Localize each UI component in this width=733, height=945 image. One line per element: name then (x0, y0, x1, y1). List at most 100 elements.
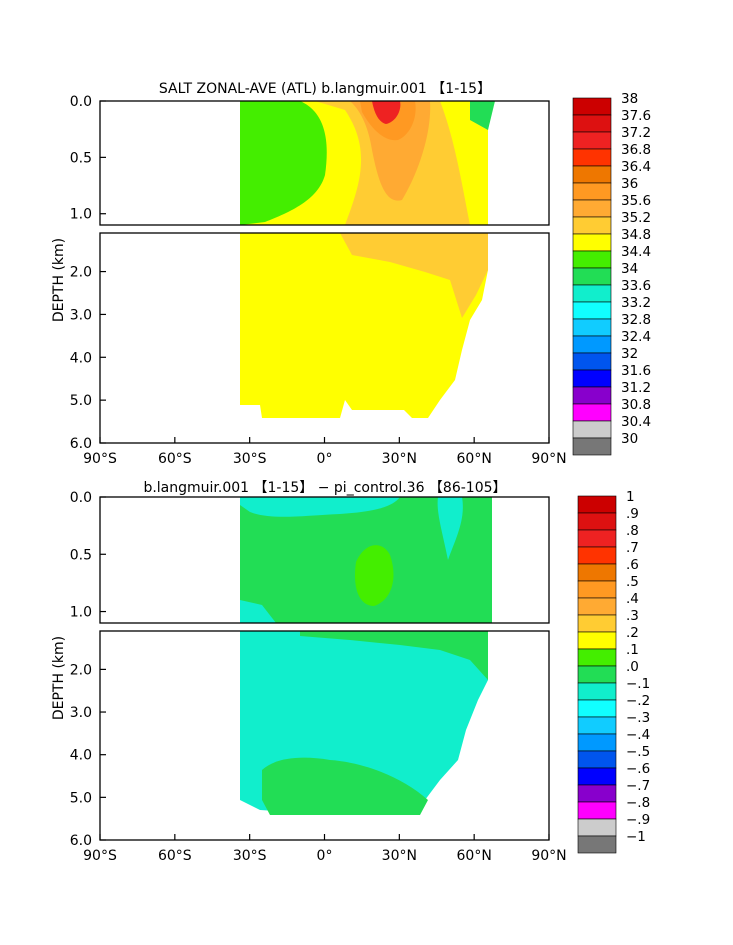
colorbar-label: 31.6 (621, 363, 651, 379)
colorbar-swatch (577, 563, 617, 582)
colorbar: 1.9.8.7.6.5.4.3.2.1.0−.1−.2−.3−.4−.5−.6−… (577, 489, 650, 854)
green-lower-region (262, 757, 428, 815)
x-axis: 90°S 60°S 30°S 0° 30°N 60°N 90°N (83, 834, 567, 864)
colorbar-label: 32 (621, 346, 638, 362)
colorbar-swatch (577, 682, 617, 701)
colorbar-swatch (577, 767, 617, 786)
x-tick-label: 90°S (83, 451, 117, 467)
colorbar-label: 32.4 (621, 329, 651, 345)
colorbar-swatch (572, 148, 612, 167)
colorbar-swatch (572, 165, 612, 184)
colorbar-label: .7 (626, 540, 639, 556)
colorbar-label: 30.4 (621, 414, 651, 430)
y-tick-label: 6.0 (70, 436, 92, 452)
colorbar-label: .8 (626, 523, 639, 539)
colorbar-swatch (572, 352, 612, 371)
colorbar-label: 33.6 (621, 278, 651, 294)
red-region (372, 101, 401, 124)
field-lower (240, 233, 488, 418)
x-tick-label: 60°S (158, 848, 192, 864)
yellow-region (240, 233, 488, 418)
y-tick-label: 4.0 (70, 748, 92, 764)
colorbar-swatch (572, 233, 612, 252)
colorbar-swatch (572, 199, 612, 218)
y-tick-label: 3.0 (70, 307, 92, 323)
x-tick-label: 30°N (382, 848, 417, 864)
cyan-top-region (240, 497, 400, 517)
x-axis: 90°S 60°S 30°S 0° 30°N 60°N 90°N (83, 437, 567, 467)
colorbar-label: −.3 (626, 710, 650, 726)
colorbar-swatch (577, 665, 617, 684)
y-tick-label: 6.0 (70, 833, 92, 849)
chart-title: SALT ZONAL-AVE (ATL) b.langmuir.001 【1-1… (159, 81, 491, 97)
y-tick-label: 0.0 (70, 94, 92, 110)
colorbar-swatch (572, 386, 612, 405)
colorbar-swatch (572, 114, 612, 133)
y-tick-label: 1.0 (70, 207, 92, 223)
colorbar-swatch (572, 97, 612, 116)
colorbar-swatch (572, 182, 612, 201)
colorbar-label: 35.2 (621, 210, 651, 226)
green-edge (470, 101, 495, 130)
colorbar-swatch (577, 495, 617, 514)
y-axis: 0.0 0.5 1.0 2.0 3.0 4.0 5.0 6.0 (70, 94, 106, 452)
colorbar-label: 32.8 (621, 312, 651, 328)
colorbar-label: 37.2 (621, 125, 651, 141)
x-tick-label: 90°N (531, 848, 566, 864)
colorbar-label: .1 (626, 642, 639, 658)
colorbar-label: .6 (626, 557, 639, 573)
colorbar-swatch (572, 301, 612, 320)
colorbar-label: 36 (621, 176, 638, 192)
colorbar-swatch (577, 597, 617, 616)
colorbar-label: .9 (626, 506, 639, 522)
x-tick-label: 30°S (233, 848, 267, 864)
colorbar-swatch (572, 437, 612, 456)
colorbar-label: .5 (626, 574, 639, 590)
colorbar-swatch (577, 699, 617, 718)
colorbar-swatch (572, 369, 612, 388)
colorbar-swatch (577, 631, 617, 650)
colorbar-label: −.8 (626, 795, 650, 811)
colorbar-label: −.4 (626, 727, 650, 743)
salinity-difference-chart: b.langmuir.001 【1-15】 − pi_control.36 【8… (51, 480, 650, 864)
colorbar-swatch (572, 267, 612, 286)
colorbar-swatch (572, 216, 612, 235)
field-upper (240, 101, 495, 225)
x-tick-label: 90°S (83, 848, 117, 864)
cyan-bottom-left (240, 600, 276, 623)
field-upper (240, 497, 492, 623)
colorbar-label: 30.8 (621, 397, 651, 413)
colorbar-swatch (577, 750, 617, 769)
y-tick-label: 3.0 (70, 705, 92, 721)
colorbar-swatch (572, 420, 612, 439)
x-tick-label: 0° (317, 848, 333, 864)
colorbar-label: −.6 (626, 761, 650, 777)
cyan-right-region (437, 497, 463, 560)
y-axis-label: DEPTH (km) (51, 238, 67, 322)
x-tick-label: 30°S (233, 451, 267, 467)
green-region (240, 101, 327, 225)
colorbar-label: 31.2 (621, 380, 651, 396)
salinity-chart: SALT ZONAL-AVE (ATL) b.langmuir.001 【1-1… (51, 81, 651, 467)
green-upper-edge (300, 631, 488, 680)
colorbar-swatch (577, 716, 617, 735)
colorbar-label: .4 (626, 591, 639, 607)
colorbar-label: 36.8 (621, 142, 651, 158)
x-tick-label: 90°N (531, 451, 566, 467)
upper-panel-frame (99, 496, 550, 624)
y-tick-label: 0.5 (70, 547, 92, 563)
colorbar: 3837.637.236.836.43635.635.234.834.43433… (572, 91, 651, 456)
colorbar-swatch (577, 835, 617, 854)
colorbar-label: −.5 (626, 744, 650, 760)
colorbar-label: 34.4 (621, 244, 651, 260)
colorbar-label: 38 (621, 91, 638, 107)
colorbar-swatch (572, 131, 612, 150)
colorbar-label: 36.4 (621, 159, 651, 175)
y-tick-label: 0.0 (70, 490, 92, 506)
colorbar-label: −.9 (626, 812, 650, 828)
x-tick-label: 60°N (457, 451, 492, 467)
x-tick-label: 60°S (158, 451, 192, 467)
colorbar-swatch (577, 733, 617, 752)
colorbar-label: −.1 (626, 676, 650, 692)
light-orange-region (340, 233, 488, 318)
